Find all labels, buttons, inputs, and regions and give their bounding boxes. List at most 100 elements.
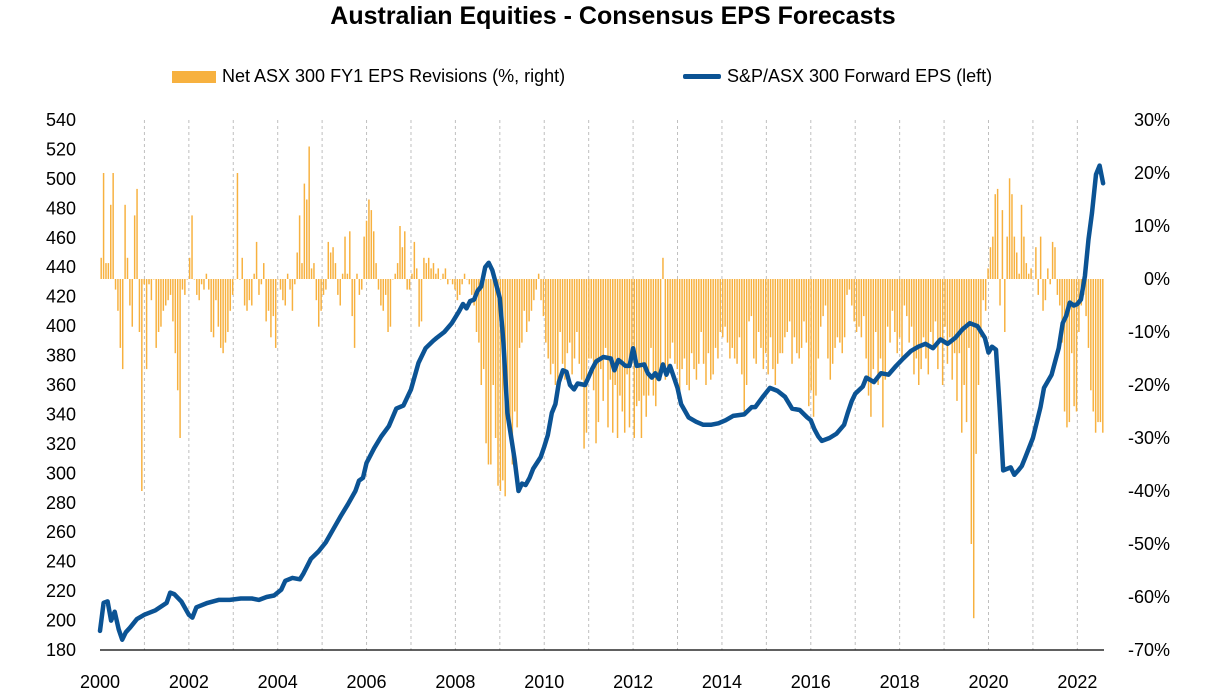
revision-bar-151	[461, 279, 463, 285]
revision-bar-86	[306, 199, 308, 279]
forward-eps-line-layer	[97, 163, 1106, 642]
revision-bar-186	[545, 279, 547, 343]
revision-bar-26	[162, 279, 165, 311]
revision-bar-102	[344, 236, 346, 279]
revision-bar-344	[922, 279, 925, 338]
revision-bar-164	[492, 279, 494, 385]
revision-bar-228	[645, 279, 647, 417]
revision-bar-14	[133, 215, 136, 279]
revision-bar-213	[609, 279, 612, 380]
revision-bar-256	[712, 279, 714, 375]
revision-bar-64	[253, 273, 255, 279]
right-tick-label: 10%	[1134, 216, 1170, 236]
revision-bar-416	[1094, 279, 1097, 433]
revision-bar-176	[521, 279, 523, 343]
revision-bar-277	[762, 279, 765, 370]
revision-bar-209	[600, 279, 602, 370]
revision-bar-338	[908, 279, 910, 343]
revision-bar-299	[815, 279, 817, 396]
revision-bar-281	[772, 279, 774, 370]
revision-bar-364	[970, 279, 973, 544]
revision-bar-359	[958, 279, 961, 354]
revision-bar-335	[901, 279, 903, 359]
left-tick-label: 520	[46, 139, 76, 159]
revision-bar-0	[100, 257, 102, 279]
revision-bar-408	[1075, 279, 1078, 412]
left-tick-label: 320	[46, 434, 76, 454]
revision-bar-327	[882, 279, 884, 428]
revision-bar-271	[748, 279, 750, 322]
revision-bar-241	[676, 279, 679, 370]
revision-bar-310	[841, 279, 843, 354]
revision-bar-73	[274, 279, 277, 348]
revision-bar-214	[612, 279, 614, 433]
forward-eps-line	[97, 163, 1106, 642]
revision-bar-167	[499, 279, 502, 491]
revision-bar-400	[1056, 279, 1059, 295]
revision-bar-414	[1090, 279, 1092, 391]
revision-bar-72	[272, 279, 275, 317]
revision-bar-191	[557, 279, 559, 391]
revision-bar-106	[353, 279, 356, 348]
revision-bar-257	[714, 279, 717, 348]
revision-bar-376	[999, 279, 1001, 306]
revision-bar-321	[867, 279, 870, 396]
revision-bar-41	[198, 279, 200, 301]
revision-bar-5	[112, 173, 114, 279]
revision-bar-144	[444, 268, 447, 279]
revision-bar-348	[932, 279, 934, 348]
revision-bar-419	[1102, 279, 1104, 433]
revision-bar-225	[638, 279, 640, 401]
revision-bar-146	[449, 279, 451, 280]
right-tick-label: 0%	[1144, 269, 1170, 289]
revision-bar-107	[356, 273, 358, 279]
revision-bar-403	[1063, 279, 1066, 412]
revision-bar-115	[375, 263, 377, 279]
left-tick-label: 200	[46, 611, 76, 631]
revision-bar-179	[528, 279, 530, 322]
revision-bar-160	[482, 279, 485, 370]
revision-bar-47	[212, 279, 215, 338]
revision-bar-166	[497, 279, 499, 486]
revision-bar-196	[568, 279, 571, 343]
left-tick-label: 240	[46, 552, 76, 572]
revision-bar-34	[181, 279, 184, 290]
revision-bar-168	[502, 279, 504, 481]
revision-bar-29	[169, 279, 172, 295]
revision-bar-149	[456, 279, 459, 301]
grid-layer	[143, 120, 1078, 650]
revision-bar-31	[174, 279, 177, 354]
revision-bar-158	[478, 279, 480, 343]
revision-bar-238	[669, 279, 671, 359]
revision-bar-10	[124, 204, 126, 279]
revision-bar-217	[619, 279, 621, 396]
revision-bar-50	[219, 279, 222, 348]
revision-bar-184	[540, 279, 542, 301]
revision-bar-249	[695, 279, 698, 380]
revision-bar-84	[301, 263, 303, 279]
left-y-axis: 540 520 500 480 460 440 420 400 380 360 340 320 300 2…	[46, 110, 76, 660]
revision-bar-56	[234, 279, 236, 280]
revision-bar-44	[205, 273, 208, 279]
revision-bar-229	[647, 279, 650, 396]
revision-bar-362	[965, 279, 968, 423]
revision-bar-177	[523, 279, 526, 311]
revision-bar-407	[1073, 279, 1075, 407]
revision-bar-8	[119, 279, 122, 348]
revision-bar-6	[114, 279, 117, 290]
revision-bar-242	[678, 279, 681, 396]
revision-bar-121	[389, 279, 392, 327]
revision-bar-318	[860, 279, 863, 338]
revision-bar-273	[753, 279, 755, 359]
revision-bar-37	[188, 257, 191, 279]
revision-bar-82	[296, 252, 298, 279]
revision-bar-120	[387, 279, 389, 332]
revision-bar-178	[525, 279, 528, 332]
revision-bar-42	[200, 279, 203, 285]
revision-bar-94	[325, 279, 327, 290]
revision-bar-129	[408, 279, 411, 290]
chart-legend: Net ASX 300 FY1 EPS Revisions (%, right)…	[0, 66, 1226, 92]
revision-bar-80	[291, 279, 294, 311]
revision-bar-83	[298, 215, 301, 279]
revision-bar-133	[418, 279, 420, 327]
